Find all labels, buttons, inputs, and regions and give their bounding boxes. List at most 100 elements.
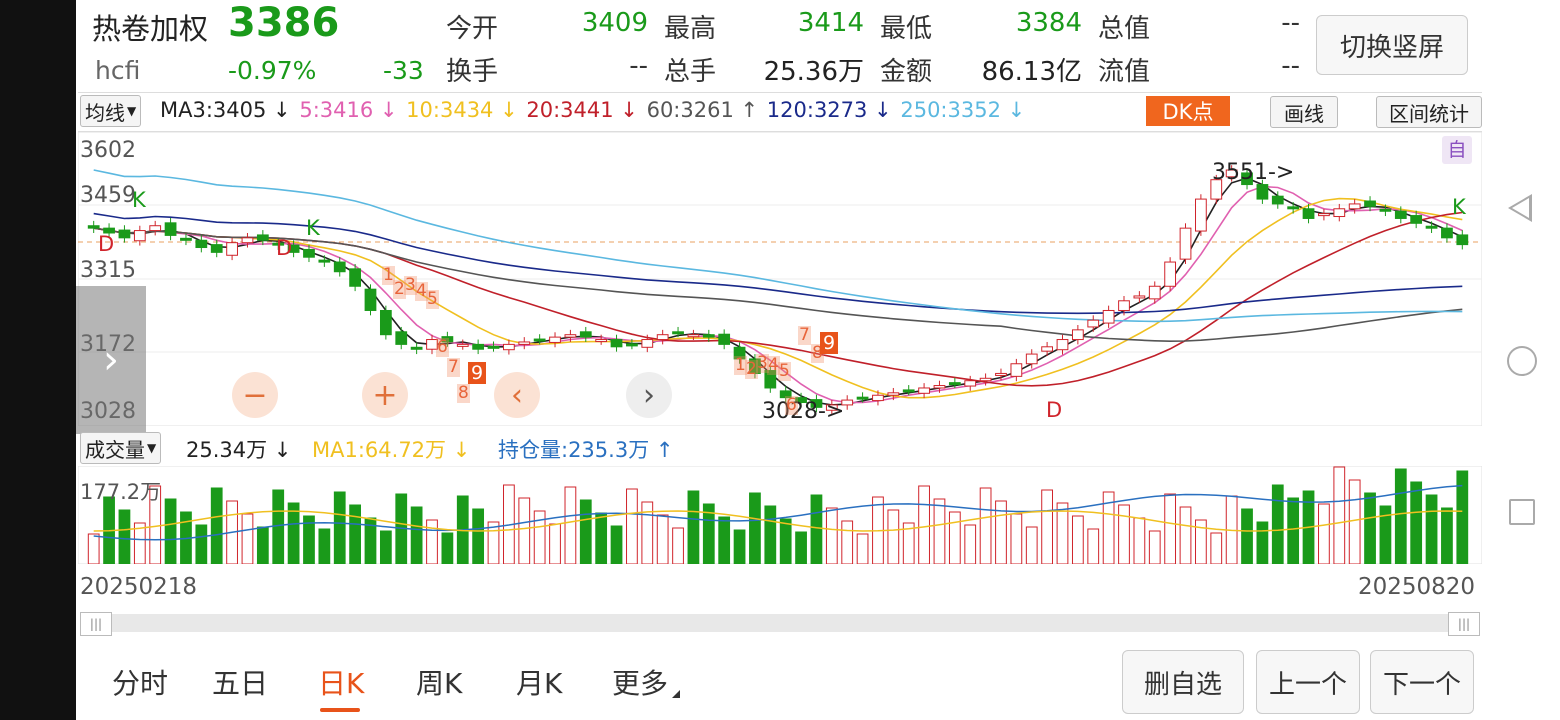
volume-bar — [1256, 521, 1269, 564]
volume-bar — [256, 526, 269, 564]
volume-bar — [656, 514, 669, 564]
tab-intraday[interactable]: 分时 — [112, 667, 169, 700]
scroll-right-button[interactable]: › — [626, 372, 672, 418]
candle-body — [1025, 353, 1038, 365]
volume-bar — [626, 488, 638, 564]
candle-body — [733, 346, 746, 360]
candle-body — [241, 237, 254, 244]
low-label: 最低 — [880, 14, 933, 44]
tab-five-day[interactable]: 五日 — [212, 667, 269, 700]
zoom-out-button[interactable]: − — [232, 372, 278, 418]
volume-bar — [87, 533, 100, 564]
range-slider-right-handle[interactable]: ||| — [1448, 612, 1480, 636]
volume-bar — [1364, 492, 1376, 564]
next-button[interactable]: 下一个 — [1370, 650, 1474, 714]
candle-body — [964, 380, 977, 387]
candle-body — [595, 339, 608, 343]
candle-body — [1056, 339, 1069, 351]
ma5-line — [93, 185, 1463, 404]
tab-more[interactable]: 更多 — [612, 667, 669, 700]
candle-body — [1148, 285, 1161, 300]
volume-bar — [1179, 506, 1192, 564]
volume-bar — [1164, 493, 1177, 564]
chart-left-pager[interactable]: › — [76, 286, 146, 434]
candle-body — [779, 390, 792, 399]
candle-body — [518, 341, 531, 345]
recents-icon[interactable] — [1509, 499, 1535, 525]
home-icon[interactable] — [1507, 346, 1537, 376]
volume-bar — [210, 487, 223, 564]
range-slider-track[interactable] — [80, 614, 1478, 632]
k-marker: K — [1452, 195, 1466, 219]
tab-weekly-k[interactable]: 周K — [416, 667, 463, 700]
volume-axis-top: 177.2万 — [80, 480, 162, 504]
candle-body — [656, 334, 669, 341]
volume-bar — [118, 509, 131, 564]
volume-bar — [318, 528, 331, 564]
dropdown-icon: ▼ — [147, 441, 157, 455]
volume-bar — [764, 505, 777, 564]
candle-body — [303, 248, 315, 258]
draw-line-button[interactable]: 画线 — [1270, 96, 1338, 128]
candle-body — [410, 346, 423, 350]
d-marker: D — [276, 236, 293, 260]
candle-body — [118, 229, 131, 239]
price-axis-label: 3459 — [80, 183, 136, 208]
previous-button[interactable]: 上一个 — [1256, 650, 1360, 714]
range-slider-left-handle[interactable]: ||| — [80, 612, 112, 636]
candle-body — [1379, 208, 1392, 212]
ma-select[interactable]: 均线 ▼ — [80, 95, 142, 127]
volume-bar — [1087, 528, 1100, 564]
price-chart[interactable] — [78, 132, 1482, 426]
chevron-right-icon: › — [103, 337, 119, 383]
volume-select[interactable]: 成交量 ▼ — [80, 432, 162, 464]
candle-body — [487, 345, 500, 349]
total-hands-label: 总手 — [664, 57, 717, 87]
candle-body — [1410, 215, 1423, 224]
candle-body — [1225, 169, 1238, 178]
dk-point-button[interactable]: DK点 — [1146, 96, 1230, 126]
tab-daily-k[interactable]: 日K — [318, 667, 365, 700]
candle-body — [333, 261, 346, 273]
candle-body — [564, 334, 577, 338]
candle-body — [149, 225, 162, 232]
candle-body — [1164, 261, 1177, 287]
change-value: -33 — [383, 56, 424, 85]
candle-body — [1118, 300, 1130, 311]
instrument-name: 热卷加权 — [92, 12, 209, 46]
tab-monthly-k[interactable]: 月K — [516, 667, 563, 700]
open-label: 今开 — [446, 14, 499, 44]
open-value: 3409 — [581, 8, 648, 38]
candle-body — [810, 399, 823, 408]
sequence-mark: 1 — [382, 265, 395, 285]
total-value-label: 总值 — [1098, 14, 1151, 44]
ma60-line — [93, 227, 1463, 343]
candle-body — [1348, 203, 1361, 210]
candle-body — [210, 244, 223, 253]
active-tab-indicator — [320, 708, 360, 712]
remove-favorite-button[interactable]: 删自选 — [1122, 650, 1244, 714]
candle-body — [764, 370, 777, 389]
interval-stats-button[interactable]: 区间统计 — [1376, 96, 1482, 128]
dk-label: DK点 — [1162, 100, 1214, 124]
volume-bar — [749, 492, 761, 564]
candle-body — [1210, 179, 1223, 200]
open-interest-line — [93, 484, 1463, 541]
candle-body — [1087, 319, 1100, 328]
candle-body — [226, 242, 238, 256]
high-label: 最高 — [664, 14, 717, 44]
volume-bar — [1287, 497, 1300, 564]
toggle-portrait-button[interactable]: 切换竖屏 — [1316, 15, 1468, 75]
volume-value: 25.34万 ↓ — [186, 438, 292, 462]
ma250-line — [93, 169, 1463, 323]
scroll-left-button[interactable]: ‹ — [494, 372, 540, 418]
candle-body — [164, 222, 177, 236]
volume-bar — [349, 504, 361, 564]
sequence-mark: 6 — [785, 395, 798, 415]
candle-body — [549, 336, 561, 343]
candle-body — [441, 336, 454, 343]
volume-chart[interactable] — [78, 466, 1482, 564]
volume-bar — [718, 516, 731, 564]
volume-bar — [1071, 515, 1084, 564]
zoom-in-button[interactable]: + — [362, 372, 408, 418]
